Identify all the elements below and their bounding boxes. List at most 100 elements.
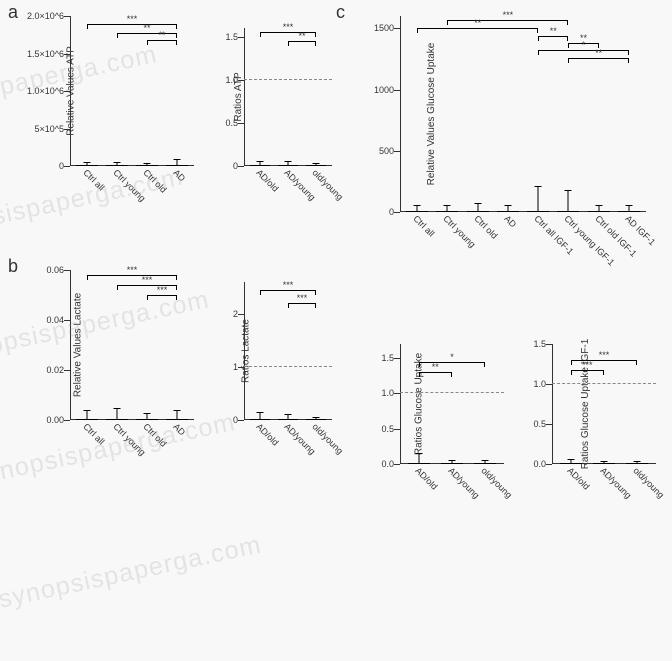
bar: AD [166, 419, 188, 420]
ytick-label: 1000 [374, 85, 400, 95]
bar-rect [593, 463, 615, 464]
bar: Ctrl old [467, 211, 489, 212]
bar-rect [136, 419, 158, 420]
ytick-label: 0 [233, 161, 244, 171]
bar: AD IGF-1 [618, 211, 640, 212]
error-bar [117, 408, 118, 421]
bar: old/young [626, 463, 648, 464]
x-axis-label: Ctrl old [141, 421, 168, 448]
error-bar [418, 453, 419, 464]
x-axis-label: AD/young [446, 465, 481, 500]
bar: AD/young [593, 463, 615, 464]
ytick-label: 0.00 [46, 415, 70, 425]
error-bar [147, 413, 148, 421]
ytick-label: 0.5 [381, 424, 400, 434]
ytick-label: 0.04 [46, 315, 70, 325]
bar: AD [166, 165, 188, 166]
bar: Ctrl all [76, 165, 98, 166]
error-bar [417, 205, 418, 212]
error-bar [603, 461, 604, 464]
bar-rect [76, 419, 98, 420]
ytick-label: 2.0×10^6 [27, 11, 70, 21]
bar-rect [166, 165, 188, 166]
ytick-label: 1.0 [533, 379, 552, 389]
error-bar [288, 414, 289, 420]
bar-rect [467, 211, 489, 212]
x-axis-label: AD/young [598, 465, 633, 500]
bar: AD/young [441, 463, 463, 464]
bar: Ctrl young [436, 211, 458, 212]
ytick-label: 0.0 [533, 459, 552, 469]
bar: Ctrl all [76, 419, 98, 420]
error-bar [87, 410, 88, 420]
bar: Ctrl old [136, 419, 158, 420]
error-bar [598, 205, 599, 212]
chart-b-right: 012Ratios LactateAD/oldAD/youngold/young… [244, 282, 332, 420]
bar: Ctrl young IGF-1 [557, 211, 579, 212]
bar-rect [557, 211, 579, 212]
error-bar [538, 186, 539, 212]
bar: Ctrl all IGF-1 [527, 211, 549, 212]
bar-rect [527, 211, 549, 212]
bar: Ctrl all [406, 211, 428, 212]
bar-rect [136, 165, 158, 166]
ytick-label: 0 [59, 161, 70, 171]
bar-rect [441, 463, 463, 464]
bar-rect [106, 419, 128, 420]
x-axis-label: AD [171, 167, 187, 183]
bar: old/young [474, 463, 496, 464]
bar-rect [406, 211, 428, 212]
error-bar [447, 205, 448, 212]
figure-wrapper: a b c 05×10^51.0×10^61.5×10^62.0×10^6Rel… [0, 0, 672, 544]
ytick-label: 1.0×10^6 [27, 86, 70, 96]
x-axis-label: Ctrl all [411, 213, 436, 238]
chart-c-bottom-left: 0.00.51.01.5Ratios Glucose UptakeAD/oldA… [400, 344, 504, 464]
x-axis-label: Ctrl old [472, 213, 499, 240]
ytick-label: 1.5 [533, 339, 552, 349]
chart-c-bottom-right: 0.00.51.01.5Ratios Glucose Uptake IGF-1A… [552, 344, 656, 464]
ytick-label: 0.06 [46, 265, 70, 275]
ytick-label: 0.5 [533, 419, 552, 429]
panel-label-a: a [8, 2, 18, 23]
error-bar [147, 163, 148, 166]
bars-group: AD/old AD/young old/young [400, 344, 504, 464]
bars-group: AD/oldAD/youngold/young [244, 28, 332, 166]
bar-rect [588, 211, 610, 212]
x-axis-label: Ctrl all [81, 167, 106, 192]
bar-rect [408, 463, 430, 464]
error-bar [570, 459, 571, 464]
x-axis-label: AD/old [565, 465, 591, 491]
bar: AD/old [250, 419, 270, 420]
ytick-label: 0 [233, 415, 244, 425]
bar: Ctrl young [106, 165, 128, 166]
ytick-label: 500 [379, 146, 400, 156]
chart-a-right: 00.51.01.5Ratios ATPAD/oldAD/youngold/yo… [244, 28, 332, 166]
bar-rect [106, 165, 128, 166]
bar-rect [166, 419, 188, 420]
chart-c-top: 050010001500Relative Values Glucose Upta… [400, 16, 646, 212]
bar-rect [436, 211, 458, 212]
ytick-label: 1.5 [381, 353, 400, 363]
error-bar [260, 412, 261, 420]
bar: Ctrl young [106, 419, 128, 420]
ytick-label: 0.02 [46, 365, 70, 375]
x-axis-label: AD/old [254, 167, 280, 193]
bar-rect [306, 165, 326, 166]
bar: AD/old [408, 463, 430, 464]
ytick-label: 0 [389, 207, 400, 217]
ytick-label: 1.5 [225, 32, 244, 42]
error-bar [507, 205, 508, 212]
bar-rect [278, 419, 298, 420]
error-bar [316, 163, 317, 166]
bar-rect [250, 165, 270, 166]
x-axis-label: Ctrl all [81, 421, 106, 446]
bar-rect [474, 463, 496, 464]
error-bar [637, 461, 638, 464]
bar: AD/old [560, 463, 582, 464]
x-axis-label: old/young [632, 465, 667, 500]
bar: AD/young [278, 165, 298, 166]
ytick-label: 2 [233, 309, 244, 319]
bar: old/young [306, 165, 326, 166]
error-bar [177, 159, 178, 167]
bar-rect [278, 165, 298, 166]
